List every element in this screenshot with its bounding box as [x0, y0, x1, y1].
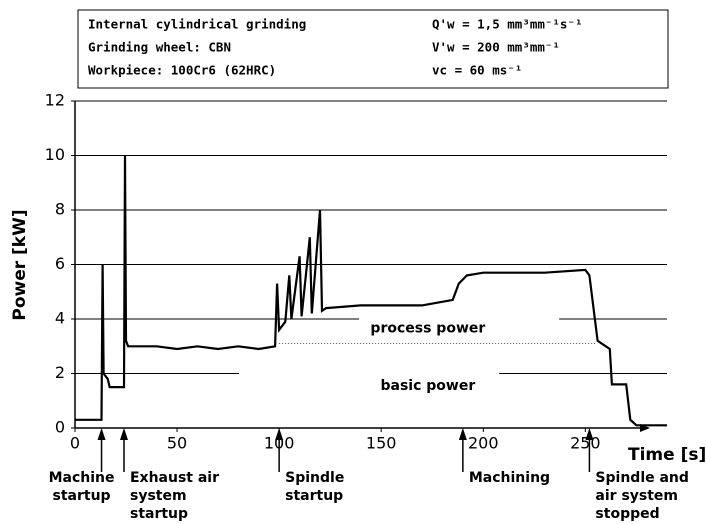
info-text: Workpiece: 100Cr6 (62HRC) — [88, 63, 276, 78]
info-text: Grinding wheel: CBN — [88, 40, 231, 55]
label-bg — [359, 308, 560, 330]
x-tick-label: 0 — [70, 434, 80, 453]
y-tick-label: 12 — [45, 91, 65, 110]
info-text: Q'w = 1,5 mm³mm⁻¹s⁻¹ — [432, 17, 583, 32]
arrow-head — [585, 428, 594, 440]
x-tick-label: 250 — [570, 434, 601, 453]
arrow-head — [275, 428, 284, 440]
annotation-text: Spindle and — [595, 470, 689, 486]
region-label: process power — [370, 321, 485, 337]
x-tick-label: 150 — [366, 434, 397, 453]
annotation-text: Machining — [469, 470, 550, 486]
annotation-text: stopped — [595, 506, 659, 522]
arrow-head — [458, 428, 467, 440]
region-label: basic power — [380, 378, 475, 394]
info-box — [77, 9, 669, 89]
y-tick-label: 6 — [55, 254, 65, 273]
x-axis-label: Time [s] — [628, 445, 706, 465]
power-line — [75, 155, 667, 427]
label-bg — [239, 362, 500, 385]
arrow-head — [119, 428, 128, 440]
annotation-text: Spindle — [285, 470, 344, 486]
x-tick-label: 50 — [167, 434, 187, 453]
annotation-text: Exhaust air — [130, 470, 219, 486]
y-tick-label: 2 — [55, 363, 65, 382]
y-tick-label: 0 — [55, 418, 65, 437]
info-text: V'w = 200 mm³mm⁻¹ — [432, 40, 560, 55]
y-tick-label: 8 — [55, 200, 65, 219]
annotation-text: startup — [130, 506, 188, 522]
y-tick-label: 4 — [55, 309, 65, 328]
y-axis-label: Power [kW] — [10, 209, 30, 320]
x-tick-label: 200 — [468, 434, 499, 453]
annotation-text: Machine — [49, 470, 115, 486]
annotation-text: startup — [285, 488, 343, 504]
arrow-head — [97, 428, 106, 440]
y-tick-label: 10 — [45, 145, 65, 164]
info-text: vc = 60 ms⁻¹ — [432, 63, 522, 78]
annotation-text: startup — [53, 488, 111, 504]
info-text: Internal cylindrical grinding — [88, 17, 306, 32]
annotation-text: system — [130, 488, 187, 504]
annotation-text: air system — [595, 488, 678, 504]
